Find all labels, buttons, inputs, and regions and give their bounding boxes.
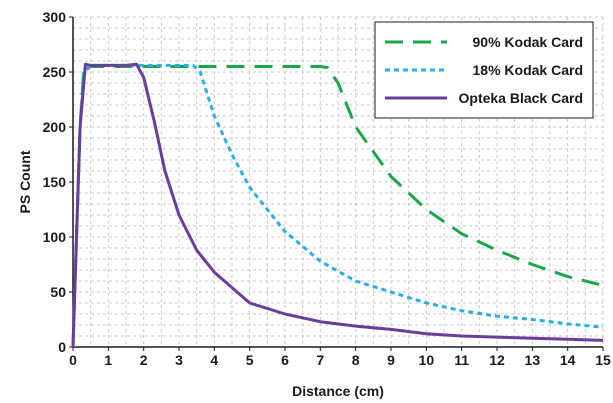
x-tick-label: 9 bbox=[387, 352, 395, 368]
series-lines bbox=[71, 62, 604, 348]
y-tick-label: 250 bbox=[43, 64, 67, 80]
legend-label: 18% Kodak Card bbox=[473, 62, 583, 78]
y-tick-label: 0 bbox=[58, 339, 66, 355]
x-tick-label: 13 bbox=[525, 352, 541, 368]
y-tick-label: 150 bbox=[43, 174, 67, 190]
x-tick-label: 10 bbox=[419, 352, 435, 368]
x-tick-label: 15 bbox=[595, 352, 611, 368]
x-tick-label: 11 bbox=[454, 352, 469, 368]
x-tick-label: 6 bbox=[281, 352, 289, 368]
y-tick-label: 300 bbox=[43, 9, 67, 25]
x-tick-label: 12 bbox=[489, 352, 505, 368]
x-tick-label: 8 bbox=[352, 352, 360, 368]
legend: 90% Kodak Card 18% Kodak Card Opteka Black… bbox=[374, 21, 594, 119]
x-tick-label: 7 bbox=[316, 352, 324, 368]
x-tick-label: 0 bbox=[69, 352, 77, 368]
legend-box bbox=[374, 21, 594, 119]
x-axis-title: Distance (cm) bbox=[292, 383, 384, 399]
x-tick-label: 3 bbox=[175, 352, 183, 368]
y-tick-label: 50 bbox=[50, 284, 66, 300]
series-line bbox=[71, 65, 604, 348]
x-tick-label: 4 bbox=[210, 352, 218, 368]
y-tick-label: 100 bbox=[43, 229, 67, 245]
series-line bbox=[71, 62, 604, 348]
legend-label: Opteka Black Card bbox=[459, 90, 584, 106]
x-tick-label: 2 bbox=[140, 352, 148, 368]
x-tick-label: 1 bbox=[104, 352, 112, 368]
series-line bbox=[71, 63, 604, 348]
x-tick-label: 5 bbox=[246, 352, 254, 368]
y-tick-label: 200 bbox=[43, 119, 67, 135]
x-tick-label: 14 bbox=[560, 352, 576, 368]
y-axis-title: PS Count bbox=[17, 150, 33, 213]
legend-label: 90% Kodak Card bbox=[473, 34, 583, 50]
